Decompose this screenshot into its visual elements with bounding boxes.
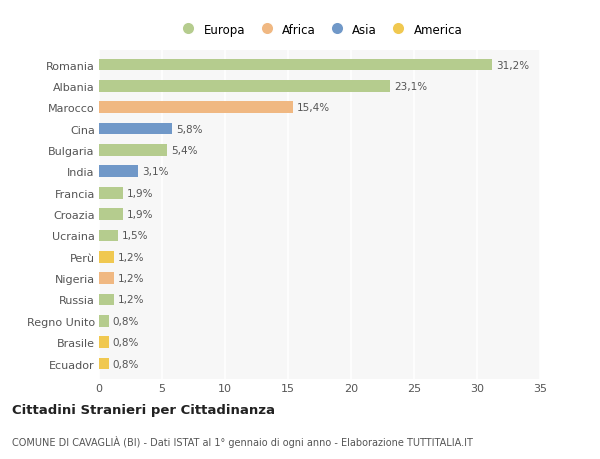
Bar — [99, 358, 109, 369]
Bar — [99, 123, 172, 135]
Bar — [99, 145, 167, 157]
Bar — [99, 273, 114, 285]
Bar — [99, 187, 123, 199]
Bar — [99, 60, 492, 71]
Bar — [99, 315, 109, 327]
Bar — [99, 81, 390, 93]
Bar — [99, 294, 114, 306]
Text: 0,8%: 0,8% — [113, 359, 139, 369]
Text: 1,9%: 1,9% — [127, 210, 153, 219]
Bar — [99, 102, 293, 114]
Text: 5,4%: 5,4% — [171, 146, 197, 156]
Text: 0,8%: 0,8% — [113, 316, 139, 326]
Text: 1,2%: 1,2% — [118, 252, 145, 262]
Text: 0,8%: 0,8% — [113, 337, 139, 347]
Bar — [99, 209, 123, 220]
Text: 1,2%: 1,2% — [118, 295, 145, 305]
Text: 5,8%: 5,8% — [176, 124, 202, 134]
Text: 15,4%: 15,4% — [297, 103, 330, 113]
Text: 1,5%: 1,5% — [122, 231, 148, 241]
Bar — [99, 166, 138, 178]
Bar — [99, 230, 118, 242]
Text: Cittadini Stranieri per Cittadinanza: Cittadini Stranieri per Cittadinanza — [12, 403, 275, 416]
Text: 3,1%: 3,1% — [142, 167, 169, 177]
Text: 31,2%: 31,2% — [496, 61, 529, 70]
Text: 1,2%: 1,2% — [118, 274, 145, 284]
Text: 23,1%: 23,1% — [394, 82, 427, 92]
Legend: Europa, Africa, Asia, America: Europa, Africa, Asia, America — [176, 23, 463, 37]
Text: 1,9%: 1,9% — [127, 188, 153, 198]
Bar — [99, 336, 109, 348]
Text: COMUNE DI CAVAGLIÀ (BI) - Dati ISTAT al 1° gennaio di ogni anno - Elaborazione T: COMUNE DI CAVAGLIÀ (BI) - Dati ISTAT al … — [12, 435, 473, 447]
Bar — [99, 252, 114, 263]
